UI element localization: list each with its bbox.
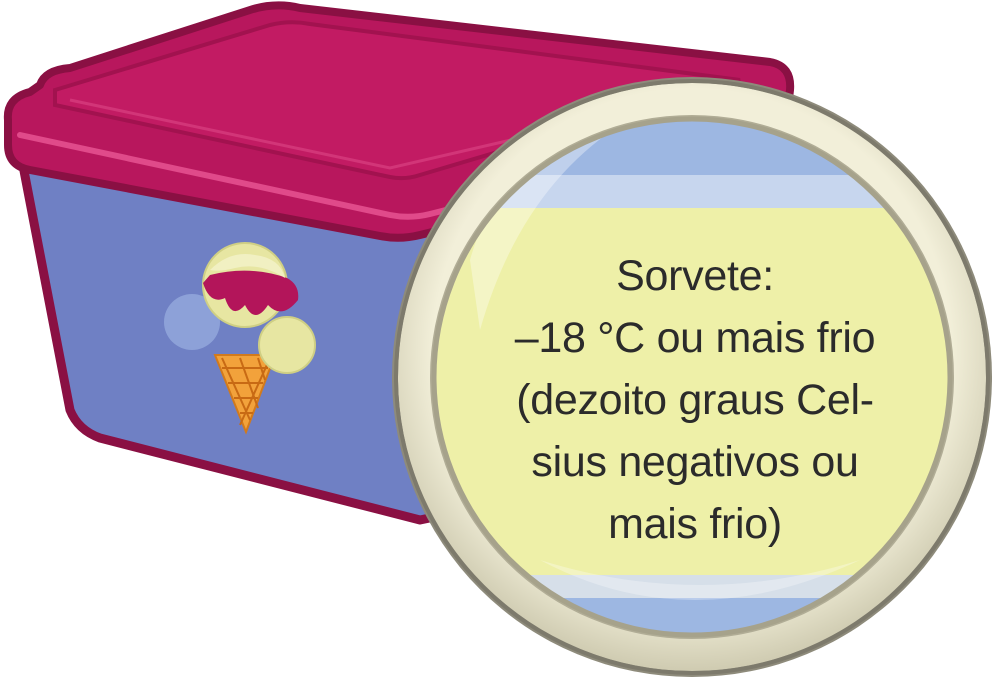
ice-cream-cone-icon bbox=[164, 242, 316, 435]
label-yellow-area bbox=[434, 208, 950, 583]
temperature-label: Sorvete: –18 °C ou mais frio (dezoito gr… bbox=[440, 245, 950, 555]
label-line-5: mais frio) bbox=[608, 500, 782, 548]
lens-outer-ring bbox=[394, 79, 990, 675]
lens-inner-ring bbox=[431, 116, 953, 638]
label-line-2: –18 °C ou mais frio bbox=[514, 314, 876, 362]
label-line-4: sius negativos ou bbox=[531, 438, 859, 486]
tub-lid-highlight bbox=[17, 122, 783, 220]
label-line-3: (dezoito graus Cel- bbox=[516, 376, 874, 424]
lens-glare-bottom bbox=[540, 560, 860, 600]
magnifying-glass-icon bbox=[392, 77, 992, 677]
label-line-1: Sorvete: bbox=[616, 252, 774, 300]
